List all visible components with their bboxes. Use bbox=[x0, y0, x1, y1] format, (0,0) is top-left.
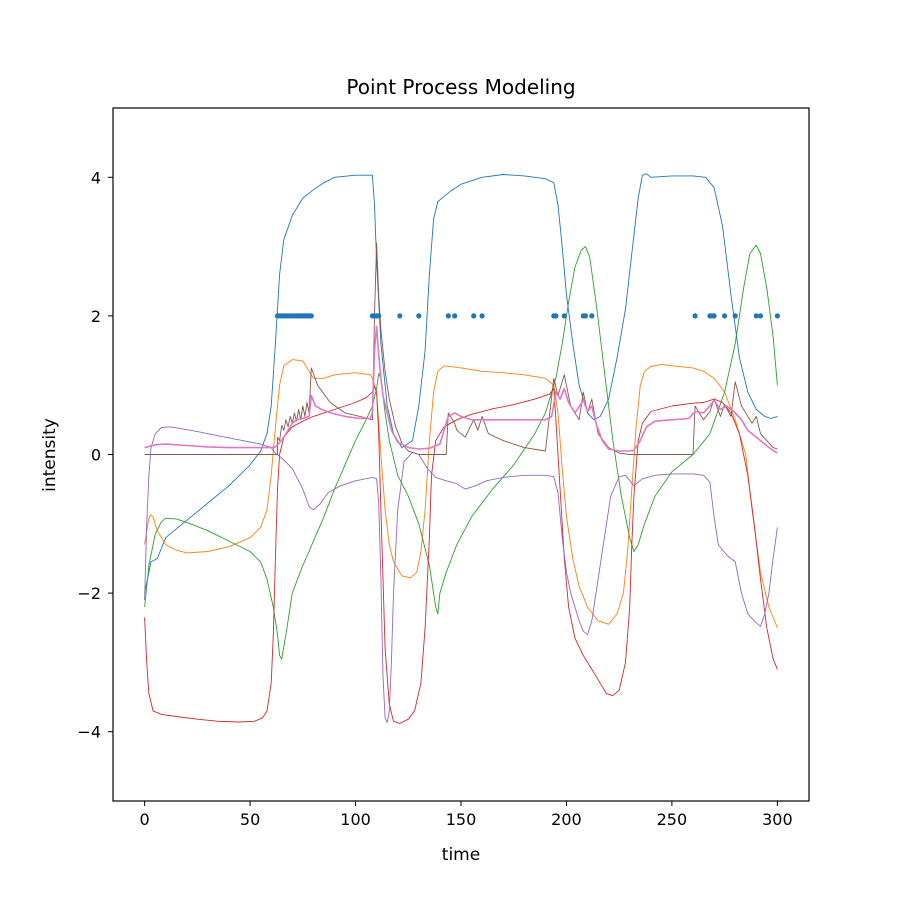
chart-title: Point Process Modeling bbox=[346, 75, 575, 99]
y-tick-label: 2 bbox=[91, 307, 101, 326]
event-point-42 bbox=[774, 313, 781, 319]
event-point-26 bbox=[471, 313, 477, 319]
event-point-23 bbox=[416, 313, 422, 319]
y-tick-label: 0 bbox=[91, 446, 101, 465]
x-tick-label: 300 bbox=[762, 810, 793, 829]
y-tick-label: −2 bbox=[77, 584, 101, 603]
event-point-32 bbox=[582, 313, 589, 319]
y-axis-label: intensity bbox=[40, 418, 60, 492]
x-tick-label: 200 bbox=[551, 810, 582, 829]
event-point-39 bbox=[732, 313, 738, 319]
event-point-38 bbox=[722, 313, 728, 319]
x-tick-label: 150 bbox=[446, 810, 477, 829]
series-line-1 bbox=[144, 173, 778, 594]
y-tick-label: −4 bbox=[77, 723, 101, 742]
x-axis: 0 50 100 150 200 250 300 bbox=[140, 801, 793, 829]
event-point-29 bbox=[553, 313, 559, 319]
x-tick-label: 250 bbox=[657, 810, 688, 829]
series-line-3 bbox=[144, 244, 778, 660]
event-point-34 bbox=[692, 313, 698, 319]
series-line-5 bbox=[144, 426, 778, 724]
event-point-30 bbox=[561, 313, 567, 319]
y-tick-label: 4 bbox=[91, 168, 101, 187]
series-line-6 bbox=[144, 242, 778, 455]
x-tick-label: 50 bbox=[240, 810, 260, 829]
x-tick-label: 100 bbox=[340, 810, 371, 829]
x-axis-label: time bbox=[442, 845, 480, 865]
y-axis: −4 −2 0 2 4 bbox=[77, 168, 113, 742]
event-point-33 bbox=[589, 313, 595, 319]
event-point-37 bbox=[711, 313, 717, 319]
series-line-2 bbox=[144, 359, 778, 628]
event-point-25 bbox=[452, 313, 458, 319]
event-point-40 bbox=[753, 313, 759, 319]
event-point-24 bbox=[445, 313, 451, 319]
plot-area bbox=[144, 173, 781, 724]
series-line-7 bbox=[144, 325, 778, 454]
event-point-21 bbox=[376, 313, 382, 319]
event-point-27 bbox=[479, 313, 485, 319]
event-point-22 bbox=[397, 313, 403, 319]
series-line-4 bbox=[144, 386, 778, 724]
event-point-41 bbox=[757, 313, 764, 319]
x-tick-label: 0 bbox=[140, 810, 150, 829]
event-point-17 bbox=[308, 313, 314, 319]
